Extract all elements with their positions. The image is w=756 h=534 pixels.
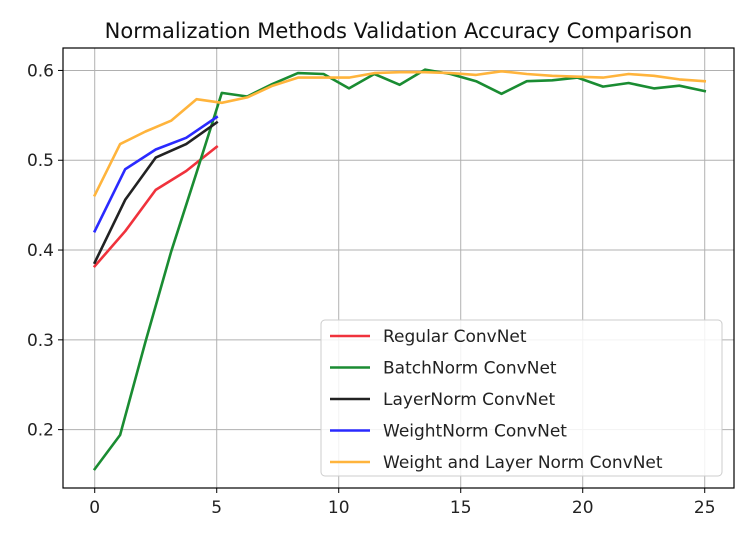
legend-label: WeightNorm ConvNet	[383, 422, 567, 442]
x-tick-label: 25	[694, 498, 716, 518]
axis-ticks: 0 5 10 15 20 25 0.2 0.3 0.4 0.5 0.6	[27, 61, 716, 518]
y-tick-label: 0.6	[27, 61, 54, 81]
legend-label: LayerNorm ConvNet	[383, 390, 555, 410]
x-tick-label: 0	[89, 498, 100, 518]
series-line-0	[92, 144, 219, 269]
x-tick-label: 15	[450, 498, 472, 518]
y-tick-label: 0.3	[27, 331, 54, 351]
series-line-1	[92, 68, 707, 471]
x-tick-label: 10	[328, 498, 350, 518]
legend-label: Weight and Layer Norm ConvNet	[383, 453, 663, 473]
legend-label: Regular ConvNet	[383, 327, 527, 347]
x-tick-label: 5	[211, 498, 222, 518]
x-tick-label: 20	[572, 498, 594, 518]
y-tick-label: 0.2	[27, 421, 54, 441]
series-lines	[92, 68, 707, 471]
series-line-4	[92, 70, 707, 198]
y-tick-label: 0.4	[27, 241, 54, 261]
legend-label: BatchNorm ConvNet	[383, 359, 557, 379]
series-line-2	[92, 120, 219, 265]
chart-title: Normalization Methods Validation Accurac…	[105, 19, 693, 43]
legend: Regular ConvNet BatchNorm ConvNet LayerNor…	[320, 319, 723, 477]
y-tick-label: 0.5	[27, 151, 54, 171]
plot-frame	[62, 47, 735, 489]
legend-box	[320, 319, 723, 477]
series-line-3	[92, 115, 219, 233]
